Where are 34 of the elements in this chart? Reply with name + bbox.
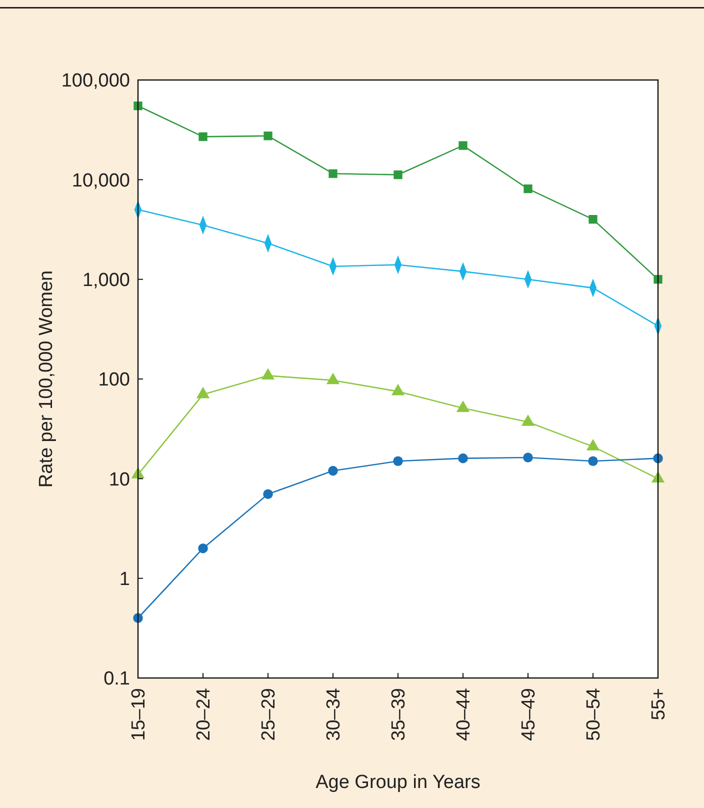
x-tick-label: 55+	[648, 688, 670, 720]
y-tick-label: 100	[98, 370, 130, 391]
y-tick-label: 0.1	[104, 668, 130, 690]
y-axis-title: Rate per 100,000 Women	[36, 270, 57, 488]
point	[394, 170, 402, 180]
x-tick-label: 35–39	[388, 688, 410, 741]
y-tick-label: 1	[119, 568, 130, 590]
x-tick-label: 50–54	[584, 688, 605, 741]
x-tick-label: 45–49	[518, 688, 540, 741]
y-tick-label: 100,000	[61, 70, 130, 92]
point	[393, 456, 403, 466]
y-tick-label: 10	[108, 469, 130, 490]
point	[523, 452, 533, 462]
x-tick-label: 40–44	[454, 688, 475, 741]
point	[263, 489, 273, 499]
y-tick-label: 10,000	[72, 170, 130, 192]
point	[198, 543, 208, 554]
point	[328, 169, 338, 178]
point	[588, 456, 598, 466]
point	[524, 184, 532, 194]
y-tick-label: 1,000	[82, 270, 130, 291]
point	[458, 453, 468, 464]
point	[134, 102, 142, 110]
x-tick-label: 15–19	[128, 688, 150, 741]
point	[654, 275, 662, 284]
point	[198, 132, 208, 142]
point	[458, 141, 468, 150]
x-axis-title: Age Group in Years	[316, 772, 480, 793]
x-tick-label: 25–29	[258, 688, 280, 741]
point	[264, 132, 272, 140]
x-tick-label: 30–34	[324, 688, 345, 741]
point	[328, 466, 338, 476]
x-tick-label: 20–24	[194, 688, 215, 741]
point	[588, 215, 598, 224]
